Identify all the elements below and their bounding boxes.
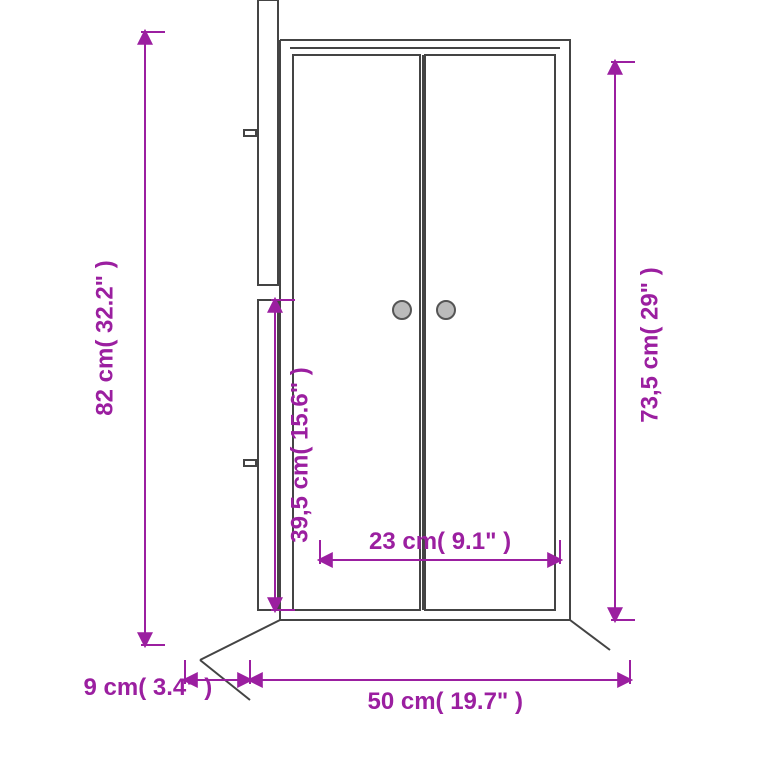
dim-height-total: 82 cm( 32.2" ) xyxy=(91,260,119,415)
knob-right xyxy=(437,301,455,319)
dim-height-right: 73,5 cm( 29" ) xyxy=(636,267,664,422)
knob-left xyxy=(393,301,411,319)
dim-width-door: 23 cm( 9.1" ) xyxy=(369,528,511,556)
dim-depth: 9 cm( 3.4" ) xyxy=(84,674,213,702)
dim-height-inner: 39,5 cm( 15.6" ) xyxy=(286,367,314,542)
cabinet-outline xyxy=(200,0,610,700)
dim-width-total: 50 cm( 19.7" ) xyxy=(368,688,523,716)
